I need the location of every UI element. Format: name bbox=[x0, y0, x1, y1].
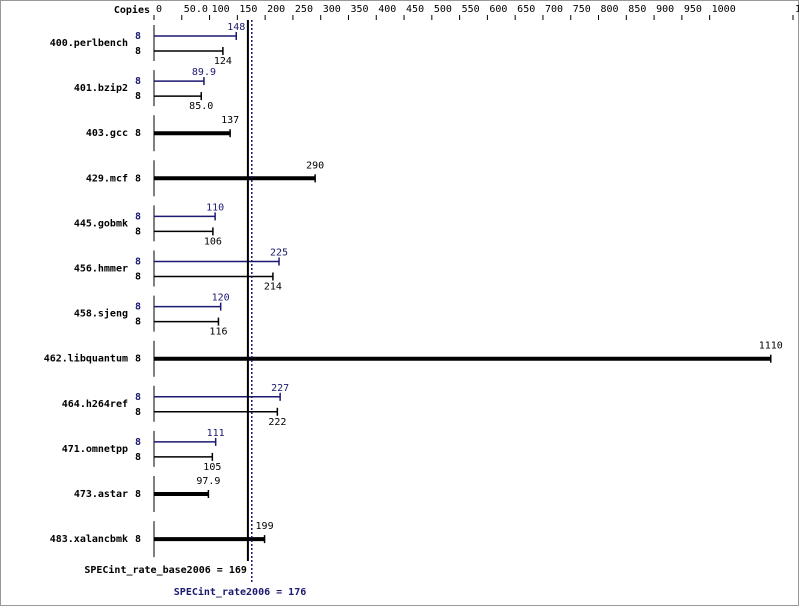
x-tick-label: 650 bbox=[517, 4, 535, 15]
x-tick-label: 600 bbox=[489, 4, 507, 15]
base-copies: 8 bbox=[135, 317, 141, 328]
base-value-label: 105 bbox=[203, 462, 221, 473]
benchmark-label: 483.xalancbmk bbox=[50, 534, 128, 545]
base-copies: 8 bbox=[135, 272, 141, 283]
base-value-label: 97.9 bbox=[196, 476, 220, 487]
copies-header: Copies bbox=[114, 4, 150, 16]
x-tick-label: 100 bbox=[212, 4, 230, 15]
base-copies: 8 bbox=[135, 407, 141, 418]
peak-value-label: 148 bbox=[227, 22, 245, 33]
x-tick-label: 950 bbox=[684, 4, 702, 15]
peak-value-label: 110 bbox=[206, 202, 224, 213]
peak-copies: 8 bbox=[135, 211, 141, 222]
base-copies: 8 bbox=[135, 452, 141, 463]
x-tick-label: 200 bbox=[267, 4, 285, 15]
x-tick-label: 700 bbox=[545, 4, 563, 15]
base-copies: 8 bbox=[135, 128, 141, 139]
peak-copies: 8 bbox=[135, 76, 141, 87]
base-value-label: 290 bbox=[306, 160, 324, 171]
benchmark-label: 403.gcc bbox=[86, 128, 128, 139]
benchmark-label: 462.libquantum bbox=[44, 353, 128, 365]
x-tick-label: 450 bbox=[406, 4, 424, 15]
x-tick-label: 1000 bbox=[712, 4, 736, 15]
benchmark-label: 464.h264ref bbox=[62, 399, 128, 410]
x-tick-label: 850 bbox=[628, 4, 646, 15]
x-tick-label: 50.0 bbox=[184, 4, 208, 15]
peak-copies: 8 bbox=[135, 31, 141, 42]
reference-label: SPECint_rate2006 = 176 bbox=[174, 586, 306, 598]
benchmark-label: 458.sjeng bbox=[74, 308, 128, 320]
x-tick-label: 750 bbox=[573, 4, 591, 15]
base-copies: 8 bbox=[135, 226, 141, 237]
base-value-label: 222 bbox=[268, 417, 286, 428]
base-value-label: 214 bbox=[264, 282, 282, 293]
benchmark-label: 429.mcf bbox=[86, 173, 128, 184]
peak-value-label: 225 bbox=[270, 248, 288, 259]
peak-copies: 8 bbox=[135, 392, 141, 403]
base-copies: 8 bbox=[135, 489, 141, 500]
base-copies: 8 bbox=[135, 46, 141, 57]
peak-value-label: 111 bbox=[207, 428, 225, 439]
peak-copies: 8 bbox=[135, 437, 141, 448]
benchmark-label: 445.gobmk bbox=[74, 218, 128, 229]
benchmark-label: 471.omnetpp bbox=[62, 444, 128, 455]
x-tick-label: 550 bbox=[462, 4, 480, 15]
base-value-label: 137 bbox=[221, 115, 239, 126]
base-copies: 8 bbox=[135, 534, 141, 545]
base-value-label: 85.0 bbox=[189, 101, 213, 112]
x-tick-label: 400 bbox=[378, 4, 396, 15]
benchmark-label: 401.bzip2 bbox=[74, 82, 128, 94]
base-value-label: 124 bbox=[214, 56, 232, 67]
benchmark-label: 400.perlbench bbox=[50, 38, 128, 49]
base-copies: 8 bbox=[135, 91, 141, 102]
base-value-label: 199 bbox=[256, 521, 274, 532]
base-copies: 8 bbox=[135, 173, 141, 184]
x-tick-label: 250 bbox=[295, 4, 313, 15]
x-tick-label: 0 bbox=[156, 4, 162, 15]
peak-copies: 8 bbox=[135, 302, 141, 313]
x-tick-label: 350 bbox=[350, 4, 368, 15]
x-tick-label: 300 bbox=[323, 4, 341, 15]
peak-value-label: 89.9 bbox=[192, 67, 216, 78]
peak-value-label: 120 bbox=[212, 293, 230, 304]
x-tick-label: 1150 bbox=[795, 4, 799, 15]
x-tick-label: 800 bbox=[601, 4, 619, 15]
x-tick-label: 500 bbox=[434, 4, 452, 15]
base-value-label: 1110 bbox=[759, 341, 783, 352]
x-tick-label: 150 bbox=[239, 4, 257, 15]
reference-label: SPECint_rate_base2006 = 169 bbox=[84, 564, 247, 576]
benchmark-label: 456.hmmer bbox=[74, 264, 128, 275]
x-tick-label: 900 bbox=[656, 4, 674, 15]
base-value-label: 106 bbox=[204, 236, 222, 247]
base-copies: 8 bbox=[135, 354, 141, 365]
peak-value-label: 227 bbox=[271, 383, 289, 394]
benchmark-label: 473.astar bbox=[74, 489, 128, 500]
peak-copies: 8 bbox=[135, 257, 141, 268]
base-value-label: 116 bbox=[209, 327, 227, 338]
